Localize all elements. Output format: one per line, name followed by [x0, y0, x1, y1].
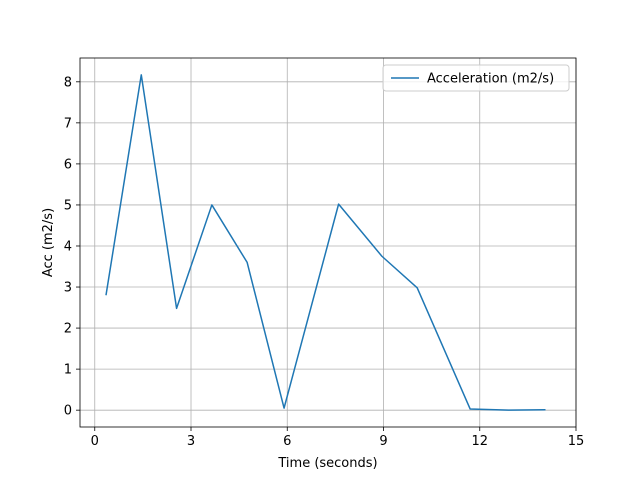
y-tick-label-4: 4: [64, 239, 72, 254]
series-line-0: [105, 74, 546, 411]
series-layer: [105, 74, 546, 411]
y-axis-ticks: 0 1 2 3 4 5 6 7 8: [64, 75, 80, 419]
y-tick-label-5: 5: [64, 198, 72, 213]
x-axis-label: Time (seconds): [277, 456, 377, 471]
plot-frame: [79, 57, 577, 428]
legend-entry-acceleration: Acceleration (m2/s): [427, 72, 554, 87]
x-tick-label-12: 12: [471, 434, 488, 449]
y-axis-label: Acc (m2/s): [41, 208, 56, 277]
x-tick-label-6: 6: [283, 434, 291, 449]
y-tick-label-7: 7: [64, 116, 72, 131]
y-tick-label-3: 3: [64, 281, 72, 296]
y-tick-label-0: 0: [64, 404, 72, 419]
y-tick-label-6: 6: [64, 157, 72, 172]
y-tick-label-8: 8: [64, 75, 72, 90]
x-tick-label-9: 9: [379, 434, 387, 449]
x-tick-label-0: 0: [91, 434, 99, 449]
legend-box: [382, 64, 570, 92]
y-tick-label-2: 2: [64, 322, 72, 337]
x-tick-label-3: 3: [187, 434, 195, 449]
legend: Acceleration (m2/s): [382, 64, 570, 92]
x-tick-label-15: 15: [568, 434, 585, 449]
y-tick-label-1: 1: [64, 363, 72, 378]
x-axis-ticks: 0 3 6 9 12 15: [91, 427, 585, 449]
